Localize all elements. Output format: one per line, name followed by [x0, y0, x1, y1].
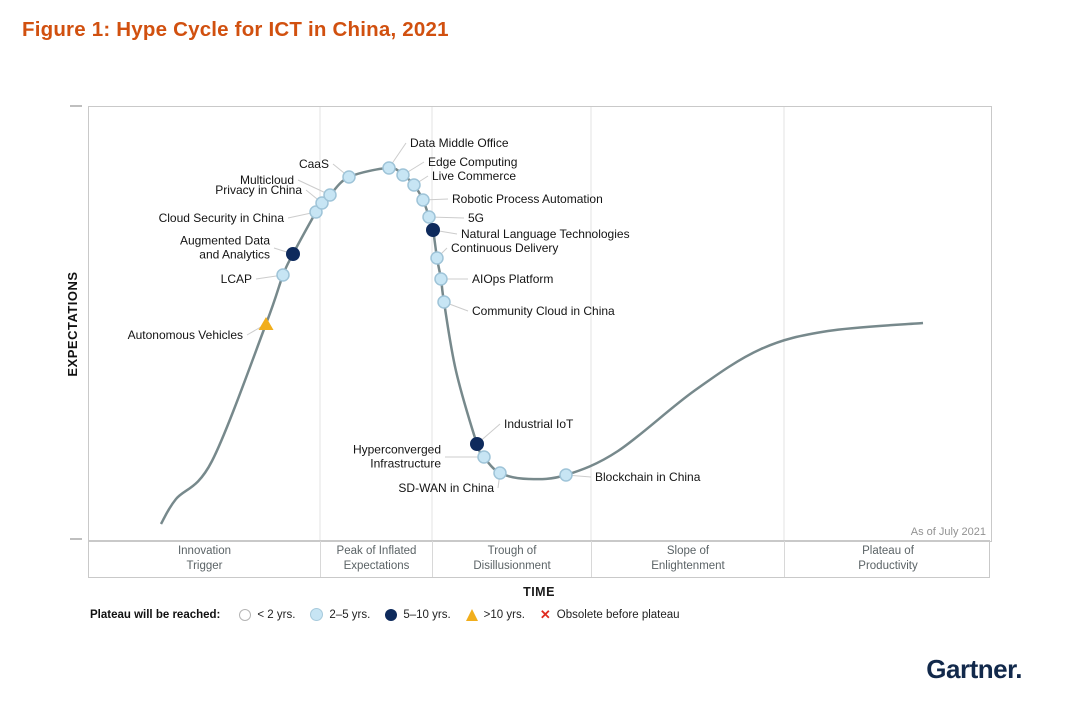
legend-title: Plateau will be reached:	[90, 608, 221, 621]
data-point-edge-computing	[396, 168, 410, 182]
data-point-data-middle-office	[382, 161, 396, 175]
data-point-robotic-process-automation	[416, 193, 430, 207]
navy-circle-icon	[385, 608, 398, 621]
plot-area: As of July 2021 Autonomous Vehicles LCAP A…	[88, 106, 992, 542]
legend-item-label: >10 yrs.	[483, 608, 525, 621]
data-point-aiops-platform	[434, 272, 448, 286]
legend: Plateau will be reached: < 2 yrs. 2–5 yr…	[90, 608, 680, 621]
data-point-industrial-iot	[470, 437, 484, 451]
tech-label-community-cloud-in-china: Community Cloud in China	[472, 303, 615, 318]
data-point-natural-language-technologies	[426, 223, 440, 237]
tech-label-blockchain-in-china: Blockchain in China	[595, 469, 701, 484]
yellow-triangle-icon	[465, 608, 478, 621]
hype-curve-svg	[159, 107, 924, 541]
tech-label-hyperconverged-infrastructure: Hyperconverged Infrastructure	[352, 442, 441, 471]
red-x-icon: ✕	[539, 607, 551, 622]
data-point-privacy-in-china	[315, 196, 329, 210]
data-point-multicloud	[323, 188, 337, 202]
figure-title: Figure 1: Hype Cycle for ICT in China, 2…	[22, 18, 449, 41]
data-point-augmented-data-and-analytics	[286, 247, 300, 261]
tech-label-lcap: LCAP	[220, 271, 252, 286]
phase-trough-of-disillusionment: Trough of Disillusionment	[432, 541, 591, 577]
legend-item-2-5yrs: 2–5 yrs.	[310, 608, 370, 621]
tech-label-robotic-process-automation: Robotic Process Automation	[452, 191, 603, 206]
legend-item-label: < 2 yrs.	[257, 608, 296, 621]
data-point-sd-wan-in-china	[493, 466, 507, 480]
legend-item-lt-2yrs: < 2 yrs.	[239, 608, 296, 621]
phase-peak-of-inflated-expectations: Peak of Inflated Expectations	[320, 541, 432, 577]
open-circle-icon	[239, 608, 252, 621]
data-point-live-commerce	[407, 178, 421, 192]
data-point-hyperconverged-infrastructure	[477, 450, 491, 464]
legend-item-5-10yrs: 5–10 yrs.	[385, 608, 451, 621]
data-point-continuous-delivery	[430, 251, 444, 265]
tech-label-augmented-data-and-analytics: Augmented Data and Analytics	[179, 233, 270, 262]
legend-item-obsolete: ✕ Obsolete before plateau	[540, 608, 680, 621]
tech-label-caas: CaaS	[298, 156, 329, 171]
legend-item-label: 2–5 yrs.	[329, 608, 371, 621]
x-axis-label: TIME	[523, 585, 555, 599]
legend-item-label: 5–10 yrs.	[403, 608, 451, 621]
phase-slope-of-enlightenment: Slope of Enlightenment	[591, 541, 784, 577]
tech-label-sd-wan-in-china: SD-WAN in China	[398, 480, 494, 495]
data-point-5g	[422, 210, 436, 224]
legend-item-label: Obsolete before plateau	[556, 608, 680, 621]
tech-label-continuous-delivery: Continuous Delivery	[451, 240, 559, 255]
tech-label-5g: 5G	[468, 210, 485, 225]
y-axis-tick-bottom	[70, 538, 82, 540]
tech-label-multicloud: Multicloud	[239, 172, 294, 187]
gartner-logo: Gartner.	[926, 654, 1022, 684]
data-point-autonomous-vehicles	[258, 317, 274, 330]
phase-innovation-trigger: Innovation Trigger	[177, 545, 232, 572]
tech-label-privacy-in-china: Privacy in China	[215, 182, 302, 197]
legend-item-gt-10yrs: >10 yrs.	[465, 608, 525, 621]
tech-label-edge-computing: Edge Computing	[428, 154, 518, 169]
data-point-blockchain-in-china	[559, 468, 573, 482]
tech-label-cloud-security-in-china: Cloud Security in China	[158, 210, 284, 225]
data-point-lcap	[276, 268, 290, 282]
phase-band: Innovation Trigger Peak of Inflated Expec…	[88, 540, 990, 578]
tech-label-aiops-platform: AIOps Platform	[472, 271, 554, 286]
phase-plateau-of-productivity: Plateau of Productivity	[784, 541, 991, 577]
tech-label-autonomous-vehicles: Autonomous Vehicles	[127, 327, 243, 342]
y-axis-label: EXPECTATIONS	[65, 271, 80, 377]
tech-label-natural-language-technologies: Natural Language Technologies	[461, 226, 630, 241]
data-point-community-cloud-in-china	[437, 295, 451, 309]
y-axis-tick-top	[70, 105, 82, 107]
as-of-date: As of July 2021	[910, 526, 986, 538]
tech-label-live-commerce: Live Commerce	[432, 168, 517, 183]
data-point-caas	[342, 170, 356, 184]
lightblue-circle-icon	[310, 608, 324, 621]
tech-label-industrial-iot: Industrial IoT	[504, 416, 574, 431]
tech-label-data-middle-office: Data Middle Office	[410, 135, 509, 150]
